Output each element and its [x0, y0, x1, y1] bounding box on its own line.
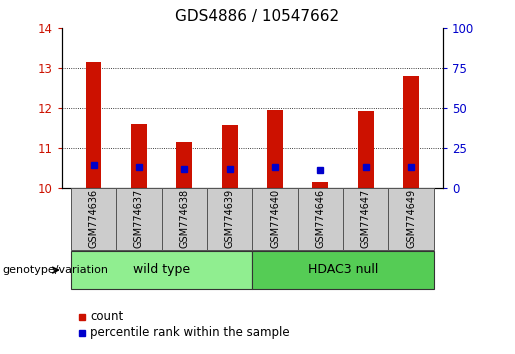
Text: HDAC3 null: HDAC3 null: [308, 263, 379, 276]
Bar: [252, 188, 298, 250]
Text: GSM774649: GSM774649: [406, 189, 416, 248]
Text: GSM774646: GSM774646: [315, 189, 325, 248]
Bar: [131, 124, 147, 188]
Bar: [71, 188, 116, 250]
Bar: [358, 111, 374, 188]
Text: GSM774640: GSM774640: [270, 189, 280, 248]
Bar: [116, 188, 162, 250]
Bar: [298, 188, 343, 250]
Bar: [252, 251, 434, 289]
Text: percentile rank within the sample: percentile rank within the sample: [90, 326, 290, 339]
Bar: [176, 142, 192, 188]
Text: GDS4886 / 10547662: GDS4886 / 10547662: [176, 9, 339, 24]
Bar: [207, 188, 252, 250]
Text: GSM774636: GSM774636: [89, 189, 98, 248]
Bar: [71, 251, 252, 289]
Text: genotype/variation: genotype/variation: [3, 265, 109, 275]
Text: count: count: [90, 310, 124, 323]
Text: GSM774637: GSM774637: [134, 189, 144, 248]
Bar: [267, 110, 283, 188]
Bar: [343, 188, 388, 250]
Bar: [85, 62, 101, 188]
Text: wild type: wild type: [133, 263, 190, 276]
Text: GSM774638: GSM774638: [179, 189, 190, 248]
Bar: [388, 188, 434, 250]
Bar: [222, 125, 237, 188]
Text: GSM774639: GSM774639: [225, 189, 235, 248]
Bar: [403, 76, 419, 188]
Bar: [162, 188, 207, 250]
Text: GSM774647: GSM774647: [361, 189, 371, 248]
Bar: [313, 182, 329, 188]
